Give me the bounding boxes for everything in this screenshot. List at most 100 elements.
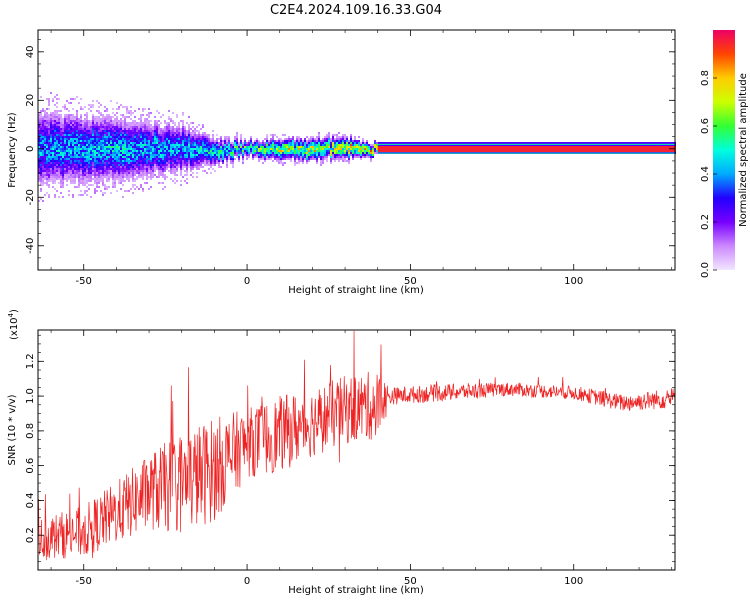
heatmap-cell	[198, 156, 200, 158]
heatmap-cell	[156, 138, 158, 140]
heatmap-cell	[128, 144, 130, 146]
heatmap-cell	[238, 152, 240, 154]
heatmap-cell	[188, 162, 190, 164]
heatmap-cell	[636, 142, 638, 144]
heatmap-cell	[210, 146, 212, 148]
heatmap-cell	[280, 156, 282, 158]
heatmap-cell	[208, 158, 210, 160]
heatmap-cell	[344, 142, 346, 144]
heatmap-cell	[176, 144, 178, 146]
heatmap-cell	[148, 188, 150, 190]
heatmap-cell	[302, 148, 304, 150]
heatmap-cell	[144, 130, 146, 132]
heatmap-cell	[310, 136, 312, 138]
heatmap-cell	[186, 156, 188, 158]
heatmap-cell	[86, 126, 88, 128]
heatmap-cell	[238, 160, 240, 162]
heatmap-cell	[370, 160, 372, 162]
heatmap-cell	[232, 150, 234, 152]
heatmap-cell	[112, 130, 114, 132]
heatmap-cell	[614, 142, 616, 144]
heatmap-cell	[232, 146, 234, 148]
heatmap-cell	[240, 138, 242, 140]
heatmap-cell	[104, 170, 106, 172]
heatmap-cell	[202, 162, 204, 164]
heatmap-cell	[630, 144, 632, 146]
heatmap-cell	[114, 154, 116, 156]
heatmap-cell	[76, 120, 78, 122]
heatmap-cell	[120, 118, 122, 120]
heatmap-cell	[144, 140, 146, 142]
heatmap-cell	[282, 144, 284, 146]
heatmap-cell	[270, 140, 272, 142]
heatmap-cell	[284, 146, 286, 148]
heatmap-cell	[290, 152, 292, 154]
heatmap-cell	[76, 166, 78, 168]
heatmap-cell	[90, 134, 92, 136]
heatmap-cell	[294, 142, 296, 144]
heatmap-cell	[192, 172, 194, 174]
heatmap-cell	[132, 130, 134, 132]
heatmap-cell	[294, 156, 296, 158]
heatmap-cell	[162, 144, 164, 146]
heatmap-cell	[48, 116, 50, 118]
heatmap-cell	[138, 134, 140, 136]
heatmap-cell	[86, 166, 88, 168]
heatmap-cell	[64, 134, 66, 136]
heatmap-cell	[210, 156, 212, 158]
heatmap-cell	[340, 138, 342, 140]
heatmap-cell	[468, 144, 470, 146]
heatmap-cell	[612, 142, 614, 144]
heatmap-cell	[232, 162, 234, 164]
heatmap-cell	[128, 152, 130, 154]
heatmap-cell	[158, 148, 160, 150]
heatmap-cell	[154, 144, 156, 146]
heatmap-cell	[666, 142, 668, 144]
heatmap-cell	[588, 142, 590, 144]
heatmap-cell	[74, 126, 76, 128]
heatmap-cell	[186, 148, 188, 150]
heatmap-cell	[172, 170, 174, 172]
heatmap-cell	[62, 154, 64, 156]
heatmap-cell	[52, 116, 54, 118]
heatmap-cell	[134, 142, 136, 144]
heatmap-cell	[324, 156, 326, 158]
heatmap-cell	[246, 152, 248, 154]
heatmap-cell	[74, 168, 76, 170]
heatmap-cell	[116, 146, 118, 148]
heatmap-cell	[38, 162, 40, 164]
heatmap-cell	[164, 144, 166, 146]
heatmap-cell	[94, 134, 96, 136]
heatmap-cell	[112, 144, 114, 146]
heatmap-cell	[346, 154, 348, 156]
heatmap-cell	[620, 142, 622, 144]
heatmap-cell	[170, 160, 172, 162]
heatmap-cell	[196, 144, 198, 146]
colorbar-tick-label: 0.4	[700, 166, 711, 182]
heatmap-cell	[106, 130, 108, 132]
heatmap-cell	[110, 124, 112, 126]
heatmap-cell	[124, 152, 126, 154]
heatmap-cell	[334, 138, 336, 140]
heatmap-cell	[156, 152, 158, 154]
heatmap-cell	[130, 172, 132, 174]
heatmap-cell	[114, 174, 116, 176]
heatmap-cell	[110, 154, 112, 156]
heatmap-cell	[132, 176, 134, 178]
heatmap-cell	[352, 154, 354, 156]
heatmap-cell	[158, 140, 160, 142]
heatmap-cell	[116, 176, 118, 178]
heatmap-cell	[326, 152, 328, 154]
heatmap-cell	[132, 178, 134, 180]
heatmap-cell	[120, 166, 122, 168]
heatmap-cell	[514, 142, 516, 144]
heatmap-cell	[328, 138, 330, 140]
heatmap-cell	[300, 142, 302, 144]
heatmap-cell	[222, 160, 224, 162]
heatmap-cell	[266, 148, 268, 150]
heatmap-cell	[50, 132, 52, 134]
heatmap-cell	[40, 162, 42, 164]
heatmap-cell	[230, 146, 232, 148]
heatmap-cell	[166, 124, 168, 126]
heatmap-cell	[336, 142, 338, 144]
